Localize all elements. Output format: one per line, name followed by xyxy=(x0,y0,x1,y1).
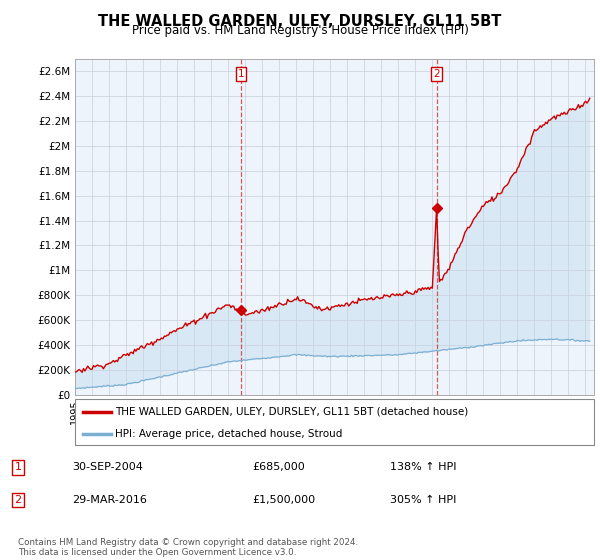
Text: THE WALLED GARDEN, ULEY, DURSLEY, GL11 5BT: THE WALLED GARDEN, ULEY, DURSLEY, GL11 5… xyxy=(98,14,502,29)
Text: 29-MAR-2016: 29-MAR-2016 xyxy=(72,495,147,505)
Text: 2: 2 xyxy=(14,495,22,505)
Text: Price paid vs. HM Land Registry's House Price Index (HPI): Price paid vs. HM Land Registry's House … xyxy=(131,24,469,37)
Text: 138% ↑ HPI: 138% ↑ HPI xyxy=(390,463,457,473)
Text: 1: 1 xyxy=(238,69,244,79)
Text: 1: 1 xyxy=(14,463,22,473)
Text: 305% ↑ HPI: 305% ↑ HPI xyxy=(390,495,457,505)
Text: £685,000: £685,000 xyxy=(252,463,305,473)
Text: HPI: Average price, detached house, Stroud: HPI: Average price, detached house, Stro… xyxy=(115,429,343,438)
FancyBboxPatch shape xyxy=(75,399,594,445)
Text: 2: 2 xyxy=(433,69,440,79)
Text: £1,500,000: £1,500,000 xyxy=(252,495,315,505)
Text: THE WALLED GARDEN, ULEY, DURSLEY, GL11 5BT (detached house): THE WALLED GARDEN, ULEY, DURSLEY, GL11 5… xyxy=(115,407,469,417)
Text: 30-SEP-2004: 30-SEP-2004 xyxy=(72,463,143,473)
Text: Contains HM Land Registry data © Crown copyright and database right 2024.
This d: Contains HM Land Registry data © Crown c… xyxy=(18,538,358,557)
